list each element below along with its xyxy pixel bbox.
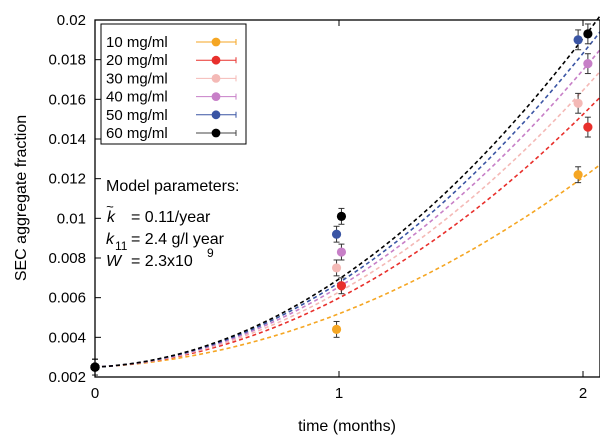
x-axis-label: time (months) bbox=[298, 418, 396, 435]
x-tick-label: 0 bbox=[91, 385, 99, 402]
y-tick-label: 0.016 bbox=[48, 91, 86, 108]
data-point bbox=[583, 29, 593, 39]
fit-curves bbox=[94, 15, 600, 368]
w-superscript: 9 bbox=[207, 246, 214, 260]
data-point bbox=[583, 59, 593, 69]
data-point bbox=[573, 35, 583, 45]
k-tilde-symbol: k bbox=[107, 209, 116, 226]
y-tick-label: 0.01 bbox=[57, 210, 86, 227]
data-point bbox=[336, 281, 347, 291]
plot-frame bbox=[94, 19, 600, 378]
k-tilde-value: = 0.11/year bbox=[131, 209, 211, 226]
legend-marker bbox=[211, 74, 221, 83]
data-point bbox=[573, 170, 583, 180]
k-tilde-accent: ~ bbox=[106, 199, 114, 214]
x-tick-label: 1 bbox=[335, 385, 343, 402]
data-point bbox=[583, 122, 593, 132]
legend-box bbox=[100, 23, 247, 145]
data-point bbox=[331, 229, 342, 239]
data-point bbox=[573, 98, 583, 108]
k11-value: = 2.4 g/l year bbox=[131, 231, 225, 248]
legend-label: 40 mg/ml bbox=[106, 89, 168, 106]
legend-marker bbox=[211, 55, 221, 65]
y-tick-label: 0.004 bbox=[48, 329, 86, 346]
y-tick-label: 0.012 bbox=[48, 171, 86, 188]
y-tick-label: 0.018 bbox=[48, 52, 86, 69]
param-w: W = 2.3x10 9 bbox=[106, 246, 214, 270]
data-point bbox=[336, 247, 347, 257]
x-tick-label: 2 bbox=[579, 385, 587, 402]
model-parameters: Model parameters: ~ k = 0.11/year k 11 =… bbox=[106, 178, 239, 270]
k11-symbol: k bbox=[106, 231, 115, 248]
y-axis-ticks: 0.002 0.004 0.006 0.008 0.01 0.012 0.014 0.016 0… bbox=[48, 12, 101, 386]
y-tick-label: 0.008 bbox=[48, 250, 86, 267]
legend-label: 30 mg/ml bbox=[106, 70, 168, 87]
param-k11: k 11 = 2.4 g/l year bbox=[106, 231, 225, 253]
k11-subscript: 11 bbox=[115, 239, 128, 253]
legend-label: 10 mg/ml bbox=[106, 34, 168, 51]
model-parameters-heading: Model parameters: bbox=[106, 178, 239, 195]
legend-marker bbox=[211, 128, 221, 138]
data-point bbox=[331, 324, 342, 334]
w-value: = 2.3x10 bbox=[131, 253, 193, 270]
x-axis-ticks: 0 1 2 bbox=[91, 20, 587, 402]
data-point bbox=[331, 263, 342, 273]
data-point bbox=[336, 211, 347, 221]
legend-marker bbox=[211, 110, 221, 120]
fit-curve bbox=[94, 15, 600, 368]
legend-label: 50 mg/ml bbox=[106, 107, 168, 124]
y-tick-label: 0.02 bbox=[57, 12, 86, 29]
legend-label: 60 mg/ml bbox=[106, 125, 168, 142]
y-tick-label: 0.002 bbox=[48, 369, 86, 386]
legend-marker bbox=[211, 92, 221, 101]
y-tick-label: 0.006 bbox=[48, 290, 86, 307]
param-k-tilde: ~ k = 0.11/year bbox=[106, 199, 211, 226]
w-symbol: W bbox=[106, 253, 123, 270]
y-tick-label: 0.014 bbox=[48, 131, 86, 148]
legend-marker bbox=[211, 37, 221, 47]
y-axis-label: SEC aggregate fraction bbox=[13, 115, 30, 281]
legend-label: 20 mg/ml bbox=[106, 52, 168, 69]
fit-curve bbox=[94, 164, 600, 368]
